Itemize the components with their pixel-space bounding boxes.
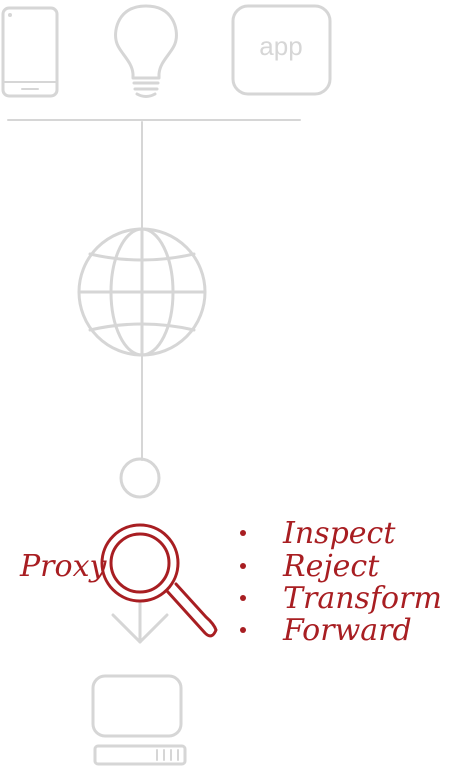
magnifying-glass-icon (100, 523, 218, 638)
app-label: app (259, 31, 302, 61)
tablet-icon (1, 6, 59, 98)
globe-icon (77, 227, 207, 357)
action-list: Inspect Reject Transform Forward (240, 516, 442, 648)
action-reject: Reject (282, 549, 380, 584)
action-item: Transform (240, 581, 442, 616)
action-item: Inspect (240, 516, 396, 551)
app-icon: app (231, 4, 332, 96)
lightbulb-icon (114, 4, 178, 98)
action-inspect: Inspect (282, 516, 396, 551)
action-transform: Transform (283, 581, 442, 616)
proxy-label: Proxy (19, 549, 108, 584)
action-item: Forward (240, 613, 412, 648)
server-icon (91, 674, 187, 766)
action-forward: Forward (282, 613, 412, 648)
action-item: Reject (240, 549, 380, 584)
arrow-down-icon (111, 596, 169, 644)
circle-node-icon (119, 457, 161, 499)
